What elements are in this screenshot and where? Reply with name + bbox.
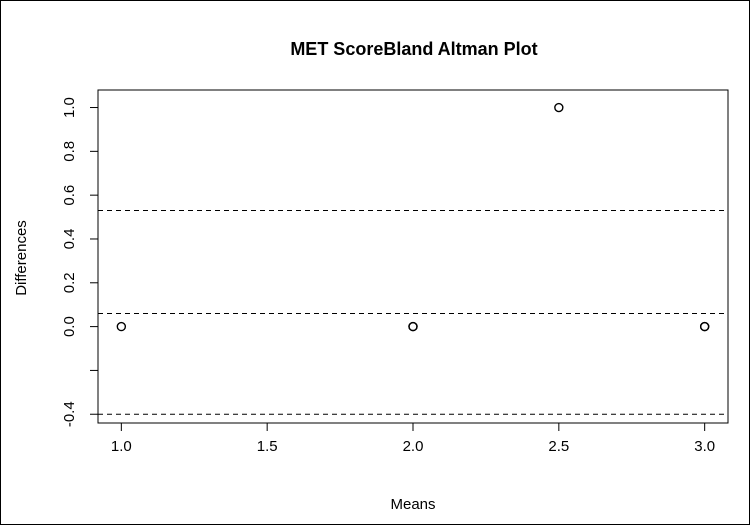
x-axis: 1.0 1.5 2.0 2.5 3.0 xyxy=(111,422,715,455)
y-tick-label: 0.2 xyxy=(61,272,78,293)
y-tick-label: -0.4 xyxy=(61,401,78,427)
data-point xyxy=(408,321,418,332)
y-axis-title: Differences xyxy=(13,220,30,296)
data-point xyxy=(554,102,564,113)
y-tick-label: 0.8 xyxy=(61,141,78,162)
y-tick-label: 0.4 xyxy=(61,229,78,250)
y-tick-label: 0.6 xyxy=(61,185,78,206)
x-tick-label: 1.0 xyxy=(111,438,132,455)
data-point xyxy=(699,321,710,332)
data-points xyxy=(116,102,710,332)
x-tick-label: 1.5 xyxy=(257,438,278,455)
x-tick-label: 2.5 xyxy=(548,438,569,455)
y-tick-label: 1.0 xyxy=(61,97,78,118)
x-axis-title: Means xyxy=(390,496,435,513)
x-tick-label: 3.0 xyxy=(694,438,715,455)
chart-title: MET ScoreBland Altman Plot xyxy=(290,39,537,59)
data-point xyxy=(116,321,127,332)
plot-area-border xyxy=(97,89,729,424)
y-axis: -0.4 0.0 0.2 0.4 0.6 0.8 1.0 xyxy=(61,97,99,427)
reference-lines xyxy=(98,209,728,415)
x-tick-label: 2.0 xyxy=(403,438,424,455)
y-tick-label: 0.0 xyxy=(61,316,78,337)
